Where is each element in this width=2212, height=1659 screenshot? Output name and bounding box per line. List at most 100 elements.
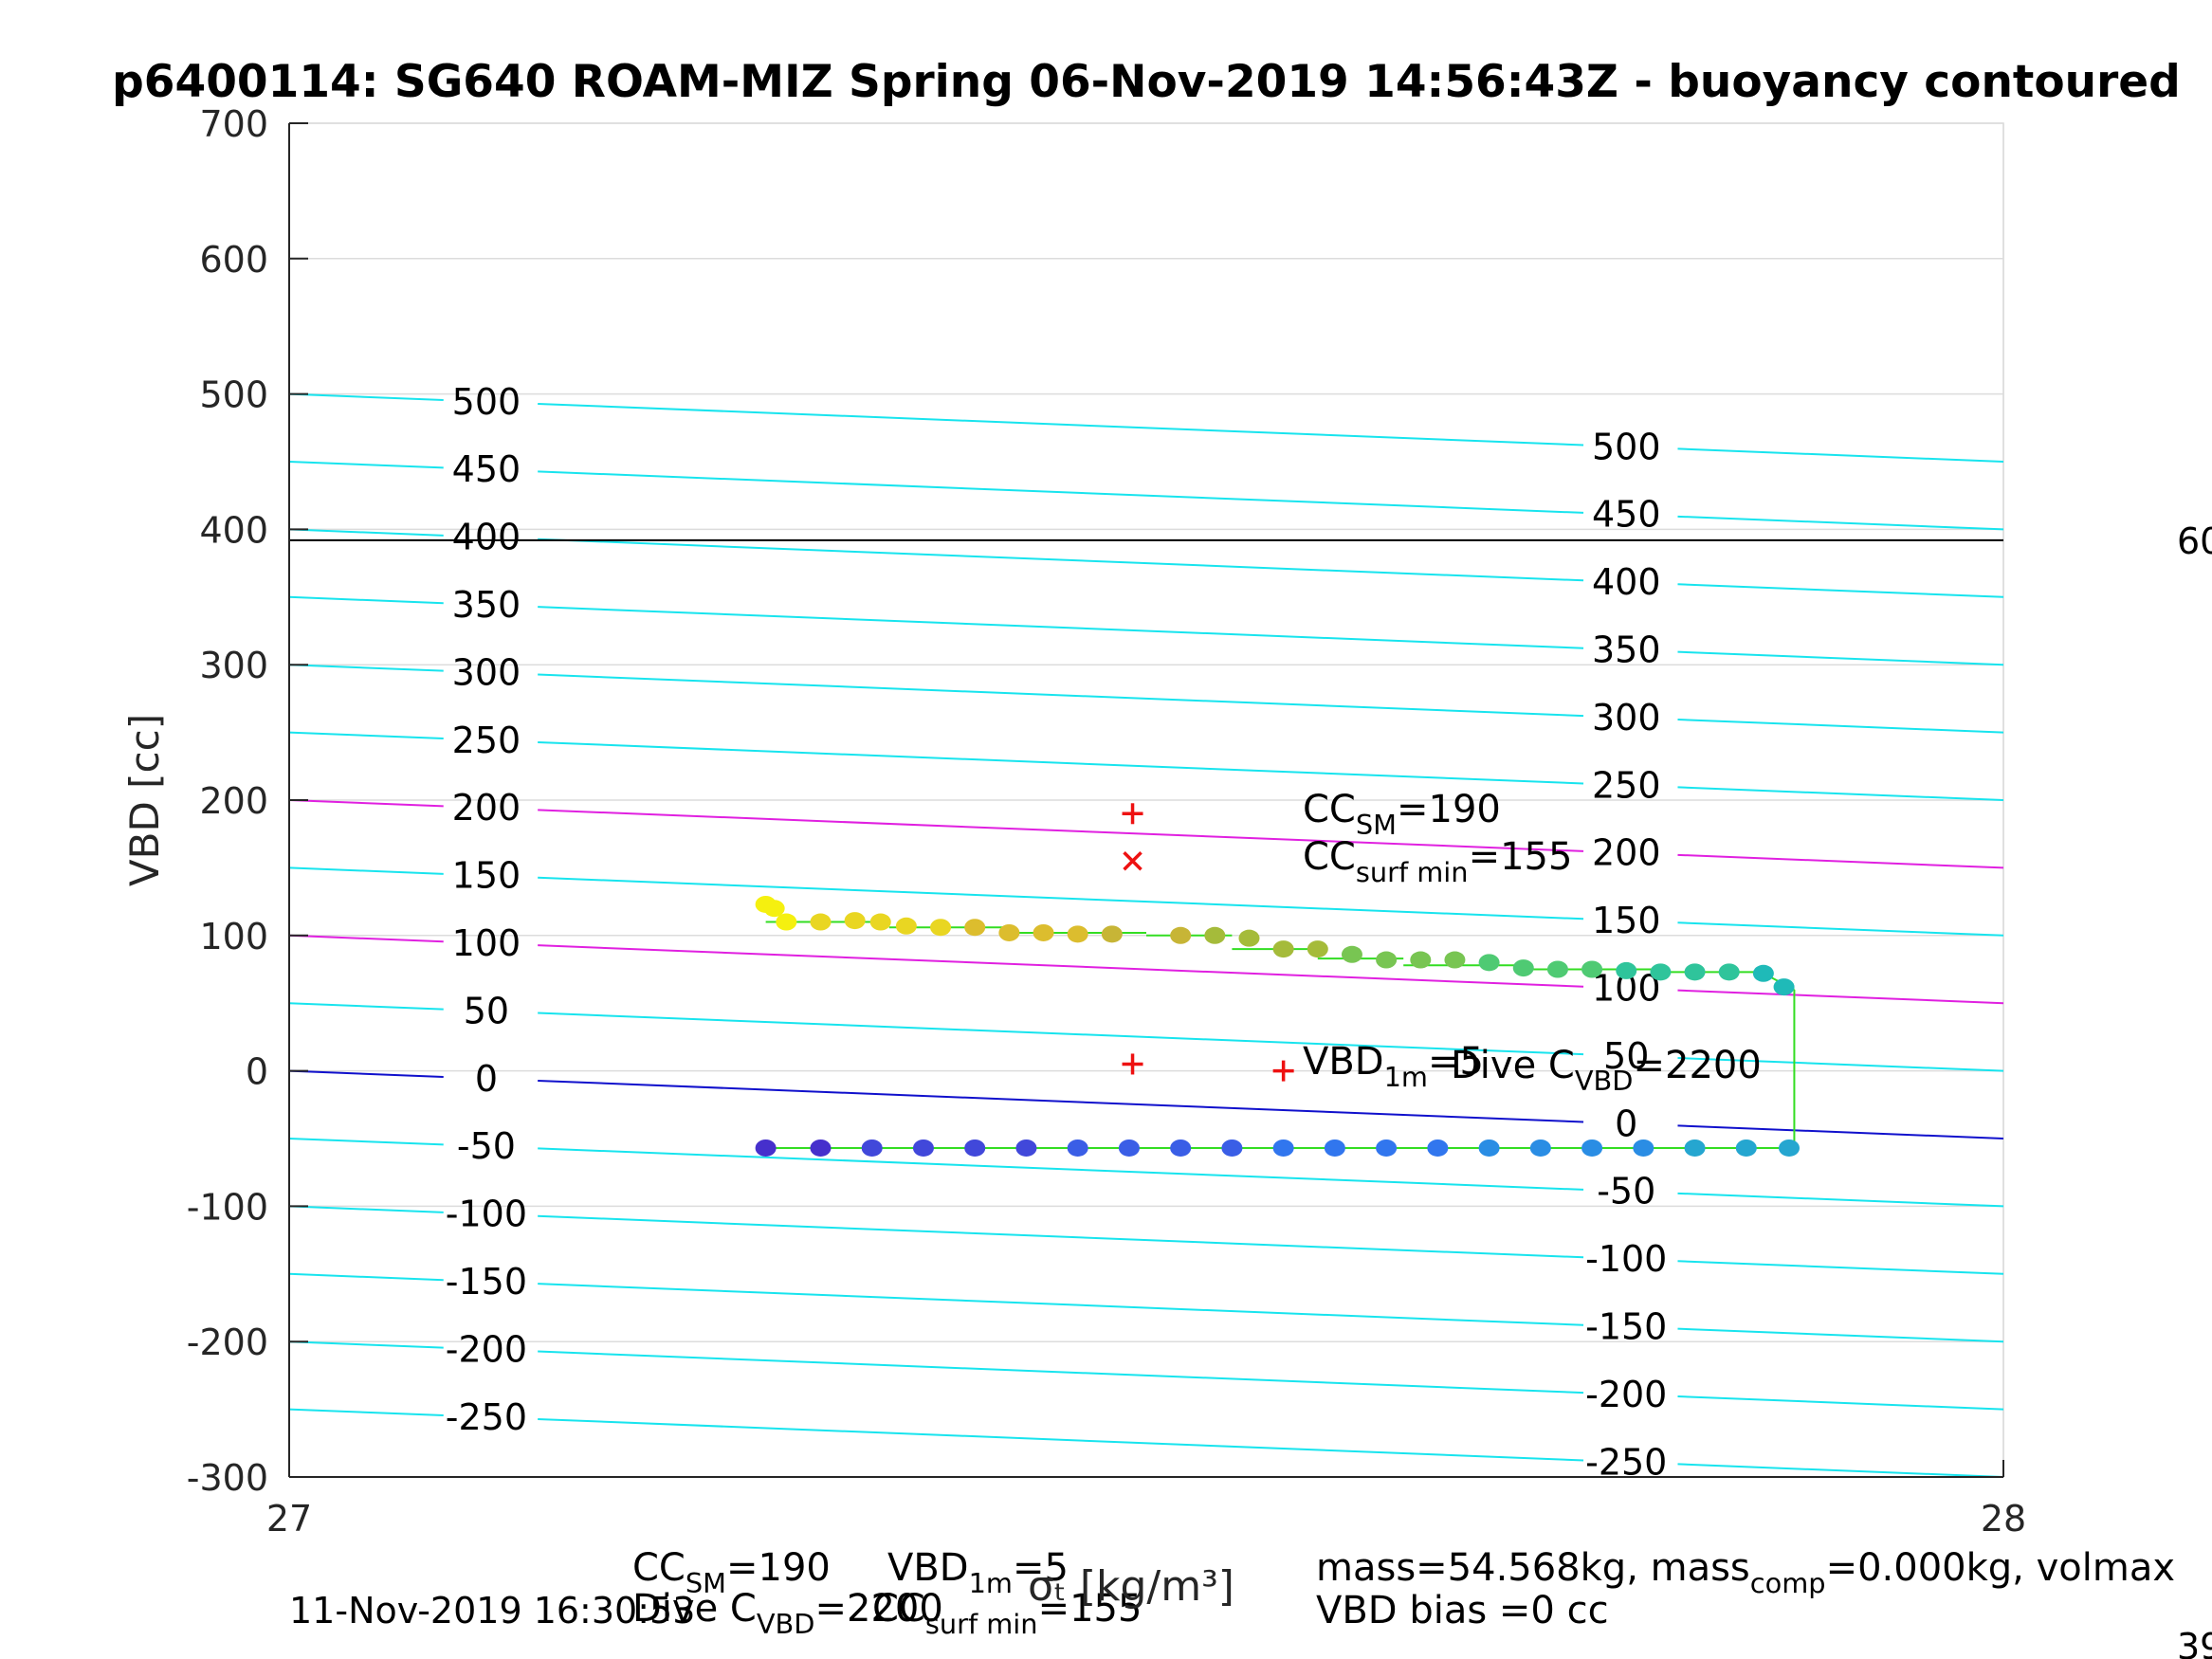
contour-line [289,1205,444,1213]
profile-point [1779,1139,1800,1157]
contour-line [1677,447,2003,463]
footer-vbd-bias: VBD bias =0 cc [1316,1589,1609,1632]
profile-point [1272,940,1294,958]
contour-line [289,866,444,875]
contour-line [1677,1327,2003,1343]
marker-VBD_extra [1272,1060,1294,1082]
profile-point [895,917,917,935]
contour-line [289,595,444,605]
profile-point [1376,1139,1398,1157]
contour-line [538,740,1584,785]
contour-label: 350 [452,584,521,626]
contour-line [538,606,1584,649]
profile-point [912,1139,934,1157]
contour-line [538,1350,1584,1395]
contour-label: -150 [446,1261,527,1303]
contour-label: 300 [452,651,521,693]
profile-point [1478,954,1500,972]
contour-line [289,934,444,943]
profile-point [869,913,891,931]
profile-point [1341,945,1362,963]
contour-label: 300 [1592,697,1661,738]
contour-label: 250 [452,720,521,761]
profile-point [844,912,866,930]
profile-point [1238,929,1260,947]
contour-label: 200 [452,787,521,829]
contour-200: 200 200 [289,787,2003,874]
profile-point [1033,923,1054,941]
footer-vbd-1m: VBD1m=5 [887,1546,1069,1599]
contour-line [1677,786,2003,801]
contour--200: -200 -200 [289,1328,2003,1415]
contour-line [289,1340,444,1349]
contour-label: 500 [452,381,521,423]
annotation-vbd-1m: VBD1m=5 [1303,1040,1484,1093]
markers [1122,803,1294,1082]
contour-label: -100 [446,1194,527,1235]
profile-point [1067,925,1088,943]
reference-line-label: 60 [2177,520,2212,562]
profile-point [1773,978,1795,996]
contour--150: -150 -150 [289,1261,2003,1347]
contour-line [1677,1057,2003,1072]
contour--100: -100 -100 [289,1194,2003,1280]
profile-point [1101,925,1123,943]
profile-point [1752,964,1774,982]
contour-line [538,1012,1584,1056]
contour-line [289,1138,444,1146]
contour-line [1677,515,2003,531]
contour-line [289,664,444,672]
profile-point [1478,1139,1500,1157]
buoyancy-contours: 5005004504504004003503503003002502502002… [289,381,2003,1483]
contour--250: -250 -250 [289,1396,2003,1483]
profile-point [1118,1139,1140,1157]
contour-line [538,538,1584,582]
y-tick-label: 700 [199,103,268,145]
profile-point [1633,1139,1654,1157]
contour-label: 350 [1592,629,1661,670]
marker-VBD_1m [1122,1053,1143,1075]
profile-point [1581,1139,1603,1157]
contour-label: 150 [1592,900,1661,941]
profile-point [1272,1139,1294,1157]
profile-point [1650,963,1672,981]
contour-line [1677,853,2003,869]
profile-point [763,900,785,918]
profile-point [776,913,797,931]
contour-label: 0 [1615,1103,1637,1144]
chart-title: p6400114: SG640 ROAM-MIZ Spring 06-Nov-2… [112,56,2181,108]
profile-point [1718,963,1740,981]
y-ticks: 700 600 500 400 300 200 100 0 -100 -200 -300 [187,103,308,1499]
contour-line [538,876,1584,921]
contour-300: 300 300 [289,651,2003,738]
profile-point [998,923,1020,941]
y-tick-label: 300 [199,645,268,686]
contour-50: 50 50 [289,990,2003,1077]
y-tick-label: 500 [199,374,268,416]
contour-label: -50 [457,1125,516,1167]
contour-label: -200 [1585,1374,1667,1415]
contour-line [289,1408,444,1417]
profile-point [1015,1139,1037,1157]
contour-label: -50 [1597,1171,1655,1212]
contour-line [1677,1463,2003,1477]
contour-150: 150 150 [289,855,2003,941]
contour-400: 400 400 [289,517,2003,603]
contour-label: -100 [1585,1238,1667,1280]
footer-corner-label: 39 [2177,1626,2212,1659]
contour-label: -250 [1585,1441,1667,1483]
profile-point [1067,1139,1088,1157]
contour-line [538,673,1584,718]
contour-label: 200 [1592,832,1661,874]
profile-point [1324,1139,1345,1157]
contour-line [289,731,444,740]
contour-label: 50 [1603,1035,1649,1077]
contour-line [289,392,444,402]
contour-label: 0 [475,1058,498,1100]
profile-point [1170,926,1192,944]
contour-line [289,1272,444,1282]
annotation-cc-surf-min: CCsurf min=155 [1303,835,1572,888]
profile-point [1410,951,1432,969]
